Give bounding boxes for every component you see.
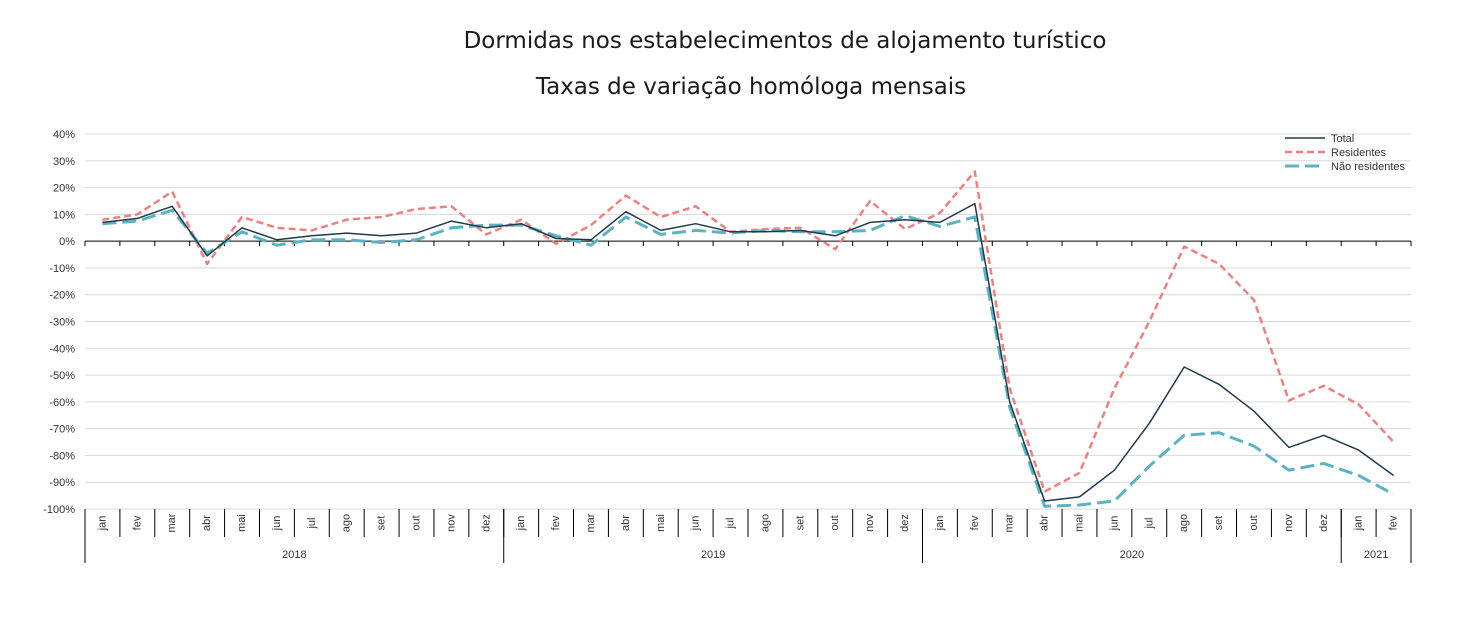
x-tick-label: dez xyxy=(899,514,911,532)
x-tick-label: nov xyxy=(864,514,876,532)
y-tick-label: 40% xyxy=(53,129,75,141)
y-tick-label: 10% xyxy=(53,209,75,221)
x-tick-label: set xyxy=(1213,516,1225,531)
x-tick-label: dez xyxy=(1318,514,1330,532)
x-axis: jan fev mar abr mai jun jul ago set out nov dez jan f… xyxy=(84,240,1412,563)
x-tick-label: abr xyxy=(1039,515,1051,531)
y-tick-label: -100% xyxy=(43,504,75,516)
x-tick-label: ago xyxy=(341,514,353,532)
legend-label: Residentes xyxy=(1331,147,1387,159)
x-tick-label: jan xyxy=(1353,516,1365,532)
x-tick-label: ago xyxy=(759,514,771,532)
x-tick-label: mai xyxy=(655,514,667,532)
x-tick-label: jul xyxy=(1143,517,1155,529)
x-tick-label: out xyxy=(411,515,423,530)
x-tick-label: set xyxy=(376,516,388,531)
x-tick-label: jan xyxy=(96,516,108,532)
y-axis: 40% 30% 20% 10% 0% -10% -20% -30% -40% -50% -60% -7… xyxy=(43,129,75,516)
x-tick-label: nov xyxy=(445,514,457,532)
x-tick-label: jun xyxy=(271,516,283,532)
x-tick-label: out xyxy=(829,515,841,530)
x-tick-label: mar xyxy=(166,513,178,532)
grid xyxy=(85,133,1411,510)
x-tick-label: set xyxy=(794,516,806,531)
x-tick-label: out xyxy=(1248,515,1260,530)
y-tick-label: 0% xyxy=(59,236,75,248)
legend-label: Não residentes xyxy=(1331,161,1405,173)
series-lines xyxy=(102,170,1395,508)
x-tick-label: fev xyxy=(969,515,981,530)
y-tick-label: -70% xyxy=(49,424,75,436)
year-label: 2018 xyxy=(282,549,306,561)
x-tick-label: mai xyxy=(236,514,248,532)
year-label: 2019 xyxy=(701,549,725,561)
x-tick-label: fev xyxy=(131,515,143,530)
series-line-residentes xyxy=(102,170,1395,493)
x-tick-label: abr xyxy=(620,515,632,531)
x-tick-label: jul xyxy=(306,517,318,529)
y-tick-label: -60% xyxy=(49,397,75,409)
x-tick-label: jul xyxy=(725,517,737,529)
series-line-total xyxy=(102,202,1395,502)
y-tick-label: -50% xyxy=(49,370,75,382)
y-tick-label: -20% xyxy=(49,290,75,302)
x-tick-label: mar xyxy=(1004,513,1016,532)
y-tick-label: 30% xyxy=(53,156,75,168)
year-label: 2021 xyxy=(1364,549,1388,561)
y-tick-label: -30% xyxy=(49,317,75,329)
x-tick-label: fev xyxy=(550,515,562,530)
x-tick-label: mai xyxy=(1074,514,1086,532)
x-tick-label: fev xyxy=(1388,515,1400,530)
y-tick-label: 20% xyxy=(53,183,75,195)
x-tick-label: nov xyxy=(1283,514,1295,532)
x-tick-label: jun xyxy=(690,516,702,532)
x-tick-label: ago xyxy=(1178,514,1190,532)
y-tick-label: -40% xyxy=(49,343,75,355)
x-tick-label: jan xyxy=(934,516,946,532)
x-tick-label: dez xyxy=(480,514,492,532)
chart-subtitle: Taxas de variação homóloga mensais xyxy=(535,74,967,100)
series-line-nao-residentes xyxy=(102,208,1395,508)
x-tick-label: jan xyxy=(515,516,527,532)
x-tick-label: mar xyxy=(585,513,597,532)
legend-label: Total xyxy=(1331,133,1354,145)
x-tick-label: abr xyxy=(201,515,213,531)
y-tick-label: -10% xyxy=(49,263,75,275)
x-tick-label: jun xyxy=(1108,516,1120,532)
year-label: 2020 xyxy=(1120,549,1144,561)
y-tick-label: -80% xyxy=(49,450,75,462)
chart-title: Dormidas nos estabelecimentos de alojame… xyxy=(463,28,1107,54)
y-tick-label: -90% xyxy=(49,477,75,489)
legend[interactable]: Total Residentes Não residentes xyxy=(1285,133,1405,173)
